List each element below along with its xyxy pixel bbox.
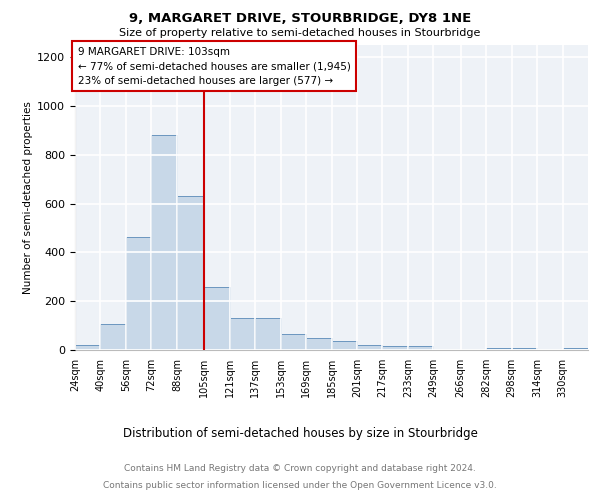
- Bar: [177, 196, 204, 350]
- Bar: [563, 348, 588, 350]
- Bar: [331, 342, 357, 350]
- Text: Distribution of semi-detached houses by size in Stourbridge: Distribution of semi-detached houses by …: [122, 428, 478, 440]
- Bar: [255, 318, 281, 350]
- Bar: [151, 136, 177, 350]
- Text: Size of property relative to semi-detached houses in Stourbridge: Size of property relative to semi-detach…: [119, 28, 481, 38]
- Bar: [75, 345, 100, 350]
- Bar: [382, 346, 408, 350]
- Text: Contains HM Land Registry data © Crown copyright and database right 2024.: Contains HM Land Registry data © Crown c…: [124, 464, 476, 473]
- Text: 9 MARGARET DRIVE: 103sqm
← 77% of semi-detached houses are smaller (1,945)
23% o: 9 MARGARET DRIVE: 103sqm ← 77% of semi-d…: [77, 46, 350, 86]
- Bar: [408, 346, 433, 350]
- Bar: [486, 348, 512, 350]
- Bar: [126, 236, 151, 350]
- Y-axis label: Number of semi-detached properties: Number of semi-detached properties: [23, 101, 33, 294]
- Bar: [512, 348, 537, 350]
- Bar: [357, 345, 382, 350]
- Bar: [306, 338, 331, 350]
- Text: Contains public sector information licensed under the Open Government Licence v3: Contains public sector information licen…: [103, 481, 497, 490]
- Bar: [230, 318, 255, 350]
- Bar: [204, 286, 230, 350]
- Bar: [100, 324, 126, 350]
- Text: 9, MARGARET DRIVE, STOURBRIDGE, DY8 1NE: 9, MARGARET DRIVE, STOURBRIDGE, DY8 1NE: [129, 12, 471, 26]
- Bar: [281, 334, 306, 350]
